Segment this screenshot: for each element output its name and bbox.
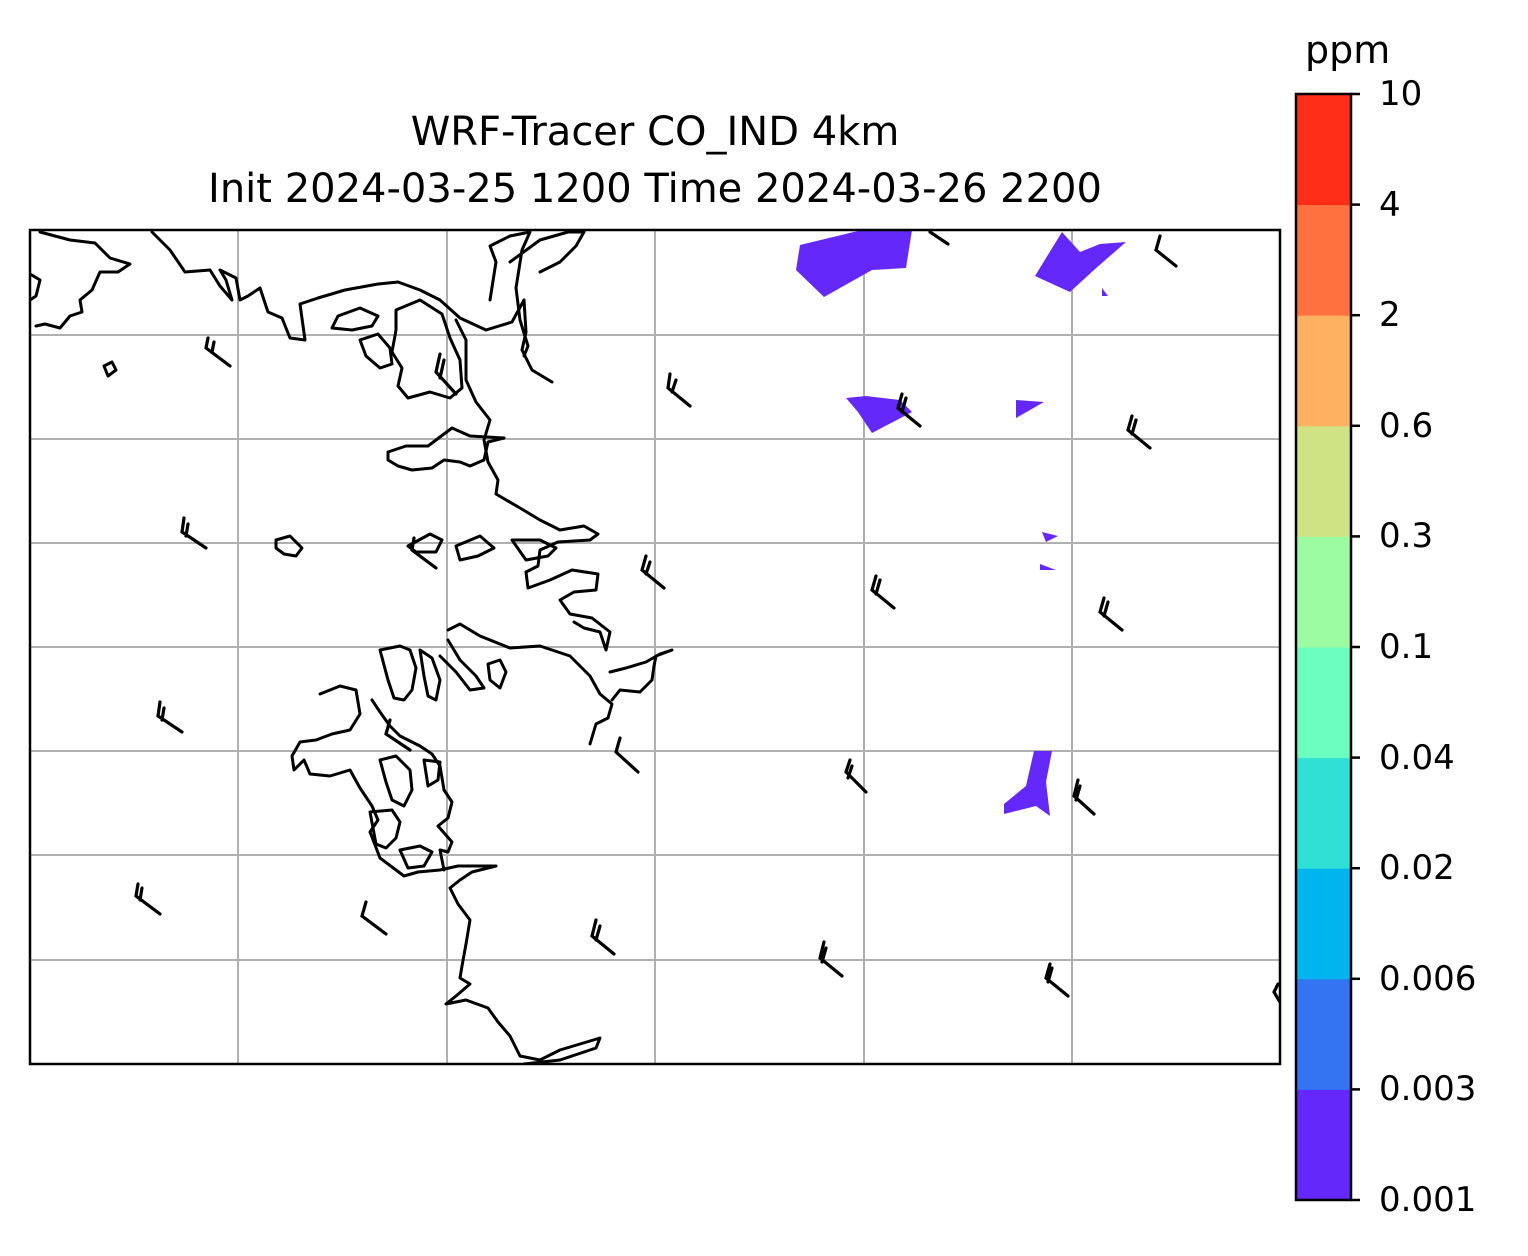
colorbar-tick-label: 0.02 [1379,848,1455,889]
colorbar-band [1296,647,1351,759]
colorbar [1294,92,1360,1202]
colorbar-tick-label: 0.3 [1379,516,1434,557]
coastlines [30,230,674,1064]
colorbar-band [1296,204,1351,316]
colorbar-band [1296,315,1351,427]
map-frame [28,228,1282,1066]
colorbar-band [1296,757,1351,869]
colorbar-tick-label: 10 [1379,74,1423,114]
colorbar-band [1296,94,1351,206]
colorbar-band [1296,1089,1351,1201]
colorbar-band [1296,536,1351,648]
colorbar-band [1296,425,1351,537]
map-title: WRF-Tracer CO_IND 4km [410,109,900,155]
colorbar-tick-label: 4 [1379,184,1401,225]
colorbar-tick-label: 0.006 [1379,958,1477,999]
colorbar-unit-label: ppm [1305,28,1391,72]
colorbar-tick-label: 0.003 [1379,1069,1477,1110]
colorbar-tick-label: 0.04 [1379,737,1455,778]
colorbar-tick-label: 0.1 [1379,627,1434,667]
gridlines [30,230,1280,1064]
colorbar-band [1296,978,1351,1090]
colorbar-tick-label: 0.6 [1379,405,1434,446]
colorbar-tick-label: 2 [1379,295,1401,336]
tracer-concentration-fill [796,230,1126,816]
wind-barbs [134,230,1280,1004]
colorbar-band [1296,868,1351,980]
colorbar-tick-label: 0.001 [1379,1180,1477,1220]
map-subtitle: Init 2024-03-25 1200 Time 2024-03-26 220… [208,166,1102,212]
